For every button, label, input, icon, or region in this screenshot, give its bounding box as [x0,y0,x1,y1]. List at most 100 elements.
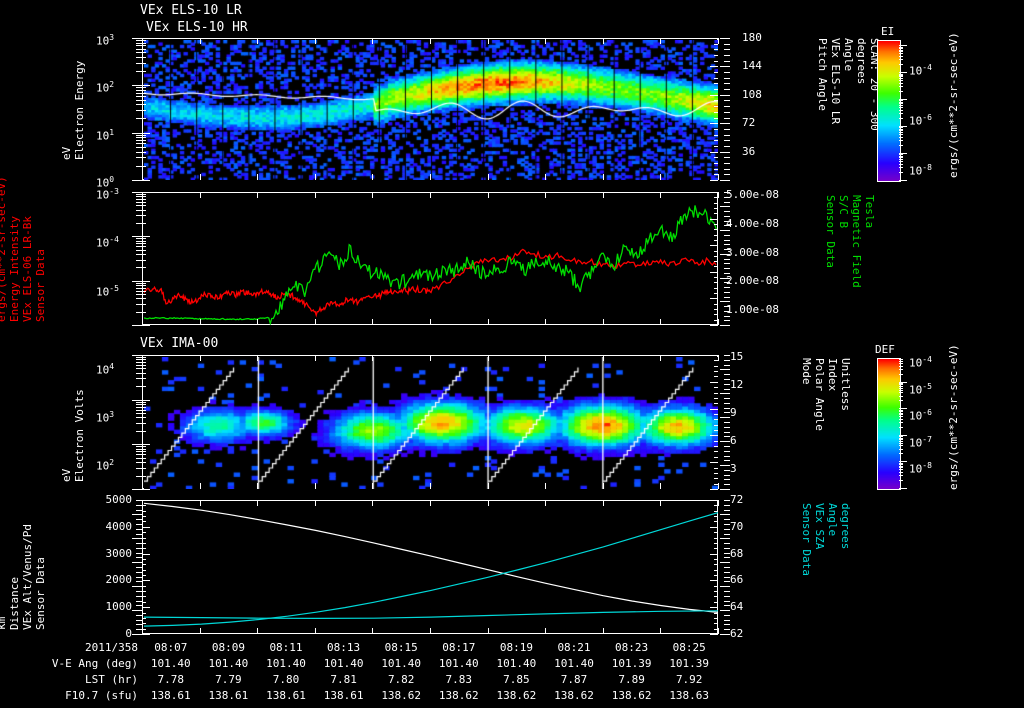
panel3-right-ladder-4 [724,469,730,471]
panel1-cb-tick-2-8 [899,101,903,103]
panel4-y2tick-2: 68 [730,546,744,560]
panel3-right-ladder-1 [724,484,730,486]
panel3-left-ladder-0-5 [136,457,142,459]
panel1-title-lr: VEx ELS-10 LR [140,3,242,18]
panel3-right-minortick-12 [714,424,718,426]
panel3-right-minortick-18 [714,392,718,394]
panel1-left-minortick-0-7 [142,139,146,141]
panel2-ytick-0: 10-3 [96,187,119,202]
panel2-right-ladder-13 [724,263,730,265]
panel2-left-ladder-1-3 [136,259,142,261]
panel3-left-minortick-1-6 [142,409,146,411]
panel3-left-minortick-2-2 [142,386,146,388]
panel3-cb-tick-0-6 [899,467,903,469]
panel1-right-minortick-18 [714,77,718,79]
panel1-cb-tick-0-1 [899,180,907,181]
panel4-right-minortick-15 [710,553,718,555]
panel1-cb-tick-2-6 [899,105,903,107]
panel1-plot-frame [142,38,718,180]
panel4-right-ladder-9 [724,590,730,592]
table-cell-f107-3: 138.61 [323,689,364,702]
panel2-left-minortick-1-1 [142,280,150,282]
panel2-left-ladder-2-7 [136,198,142,200]
table-cell-ve-ang-0: 101.40 [150,657,191,670]
panel2-xtick-bot-4 [372,319,374,325]
panel3-left-minortick-3-1 [142,355,150,356]
panel2-right-minortick-22 [714,207,718,209]
panel2-ytick-2: 10-5 [96,283,119,299]
panel3-right-ladder-13 [724,426,730,428]
panel3-left-minortick-2-6 [142,364,146,366]
panel3-right-ladder-9 [724,445,730,447]
panel3-left-ladder-2-2 [136,386,142,388]
panel1-cb-tick-3-1 [899,99,907,101]
panel4-right-minortick-24 [714,505,718,507]
panel4-right-ladder-11 [724,581,730,583]
panel4-altitude-trace [144,502,718,613]
panel4-right-ladder-26 [724,509,730,511]
panel1-xtick-bot-2 [257,174,259,180]
panel2-right-ladder-11 [724,272,730,274]
panel2-right-ladder-19 [724,234,730,236]
panel1-xtick-bot-5 [430,174,431,180]
panel3-y2label-line-3: Index [826,358,839,392]
panel3-left-minortick-2-1 [142,399,150,401]
panel1-right-ladder-12 [724,111,730,113]
panel1-cb-tick-1-3 [899,140,903,142]
table-cell-time-6: 08:19 [499,641,533,654]
panel2-left-minortick-1-7 [142,243,146,245]
panel4-right-ladder-28 [724,500,730,501]
panel4-left-ladder-14 [136,567,142,568]
panel4-left-minortick-22 [142,516,146,518]
panel3-right-ladder-19 [724,398,730,400]
panel3-left-minortick-2-7 [142,361,146,363]
panel3-right-minortick-21 [714,376,718,378]
panel2-left-ladder-2-5 [136,205,142,207]
panel1-left-ladder-0-3 [136,157,142,159]
panel3-left-minortick-0-1 [142,489,150,490]
panel4-right-ladder-22 [724,528,730,530]
panel2-ylabel-green-line-1: Sensor Data [824,195,837,268]
panel2-left-ladder-2-1 [132,236,142,238]
panel4-plot-frame [142,500,718,634]
panel1-left-minortick-1-8 [142,89,146,91]
panel2-xtick-bot-0 [142,319,143,325]
panel4-left-ladder-1 [136,629,142,631]
panel2-left-ladder-0-9 [136,282,142,284]
panel2-xtick-top-5 [430,192,431,198]
panel3-cb-tick-4-4 [899,365,903,367]
panel1-right-ladder-18 [724,77,730,79]
panel4-right-minortick-2 [714,623,718,625]
panel4-right-ladder-2 [724,624,730,626]
panel3-y2label-line-1: Mode [800,358,813,385]
panel3-left-minortick-1-3 [142,423,146,425]
panel3-left-ladder-0-2 [136,475,142,477]
panel1-left-ladder-1-3 [136,110,142,112]
table-cell-time-1: 08:09 [211,641,245,654]
panel3-right-ladder-23 [724,378,730,380]
panel2-right-minortick-5 [710,298,718,300]
panel2-xtick-bot-8 [602,319,604,325]
table-cell-lst-2: 7.80 [272,673,300,686]
panel3-left-ladder-0-7 [136,451,142,453]
panel4-ylabel-line-2: VEx Alt/Venus/Pd [21,524,34,630]
panel1-cb-tick-3-7 [899,76,903,78]
panel4-ylabel-line-3: Distance [8,577,21,630]
table-cell-f107-7: 138.62 [554,689,594,702]
panel3-left-minortick-1-7 [142,406,146,408]
panel1-right-ladder-3 [724,162,730,164]
panel4-y2label-line-4: degrees [839,503,852,550]
panel4-left-ladder-26 [136,509,142,511]
panel4-left-ladder-24 [136,519,142,521]
panel2-right-minortick-4 [714,303,718,305]
panel1-xtick-top-4 [372,38,374,44]
table-cell-ve-ang-4: 101.40 [381,657,422,670]
panel1-right-ladder-4 [724,157,730,159]
panel2-xtick-bot-1 [199,319,201,325]
panel3-cb-tick-3-1 [899,408,907,410]
panel1-right-minortick-5 [710,151,718,153]
panel3-right-ladder-22 [724,383,730,385]
panel2-left-minortick-2-5 [142,205,146,207]
panel1-y2tick-0: 180 [742,31,762,44]
panel2-right-minortick-21 [714,213,718,215]
